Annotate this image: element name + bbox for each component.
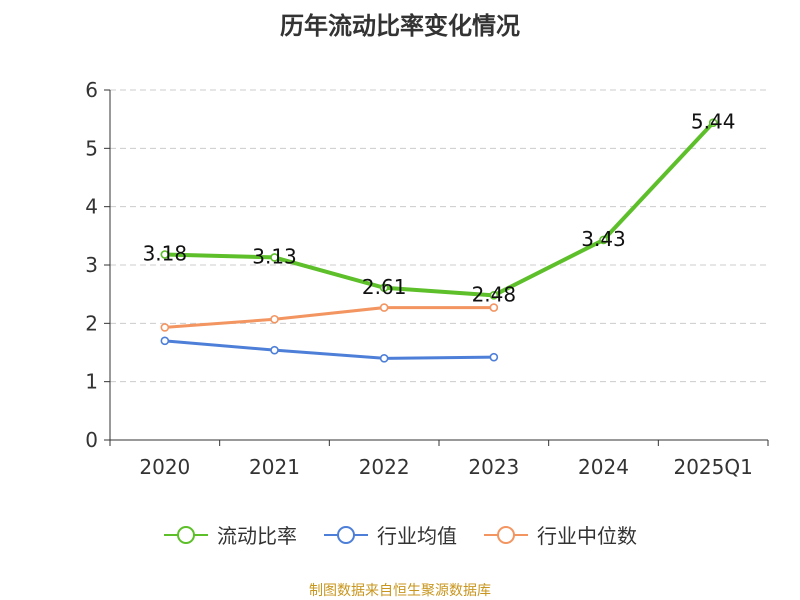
y-tick-label: 0: [85, 428, 98, 452]
legend-label-current-ratio: 流动比率: [217, 524, 297, 548]
legend-label-industry-mean: 行业均值: [377, 524, 457, 548]
legend: 流动比率 行业均值 行业中位数: [0, 520, 800, 549]
series-line-2: [164, 306, 494, 329]
x-tick-label: 2023: [468, 455, 519, 479]
data-label: 3.18: [143, 242, 188, 266]
y-tick-label: 1: [85, 370, 98, 394]
data-label: 3.13: [252, 244, 297, 268]
data-point[interactable]: [160, 323, 170, 332]
data-point[interactable]: [599, 235, 608, 245]
legend-swatch-industry-mean: [324, 525, 368, 544]
x-tick-label: 2024: [578, 455, 629, 479]
series-line-0: [164, 121, 715, 298]
x-tick-label: 2025Q1: [673, 455, 752, 479]
y-tick-label: 6: [85, 78, 98, 102]
axes: 0 1 2 3 4 5 6 2020 2021 2022 2023 2024 2025Q1: [85, 78, 769, 479]
data-point[interactable]: [270, 314, 279, 324]
data-point[interactable]: [489, 352, 499, 362]
data-labels: 3.18 3.13 2.61 2.48 3.43 5.44: [143, 110, 736, 307]
y-tick-label: 2: [85, 311, 98, 335]
legend-item-industry-median[interactable]: 行业中位数: [483, 520, 637, 549]
x-tick-label: 2020: [139, 455, 190, 479]
data-point[interactable]: [379, 303, 389, 312]
data-label: 5.44: [691, 110, 736, 134]
data-point[interactable]: [270, 345, 279, 355]
legend-item-current-ratio[interactable]: 流动比率: [163, 520, 297, 549]
data-point[interactable]: [379, 283, 389, 293]
x-tick-label: 2022: [359, 455, 410, 479]
y-tick-label: 4: [85, 195, 98, 219]
data-point[interactable]: [489, 291, 499, 300]
legend-item-industry-mean[interactable]: 行业均值: [323, 520, 457, 549]
series-line-1: [164, 339, 494, 360]
data-point[interactable]: [708, 118, 718, 127]
chart-title: 历年流动比率变化情况: [280, 12, 520, 40]
legend-swatch-current-ratio: [164, 525, 208, 544]
x-tick-label: 2021: [249, 455, 300, 479]
data-label: 2.61: [362, 275, 407, 299]
data-point[interactable]: [160, 250, 170, 259]
data-point[interactable]: [270, 253, 279, 262]
data-point[interactable]: [489, 303, 499, 312]
y-tick-label: 5: [85, 136, 98, 160]
legend-swatch-industry-median: [484, 525, 528, 544]
data-point[interactable]: [160, 336, 170, 346]
data-label: 2.48: [472, 282, 517, 306]
grid-lines: [110, 89, 768, 383]
data-source-note: 制图数据来自恒生聚源数据库: [309, 583, 491, 599]
series-lines: [160, 118, 718, 363]
legend-label-industry-median: 行业中位数: [537, 524, 637, 548]
data-point[interactable]: [379, 354, 389, 363]
y-tick-label: 3: [85, 253, 98, 277]
data-label: 3.43: [581, 227, 626, 251]
